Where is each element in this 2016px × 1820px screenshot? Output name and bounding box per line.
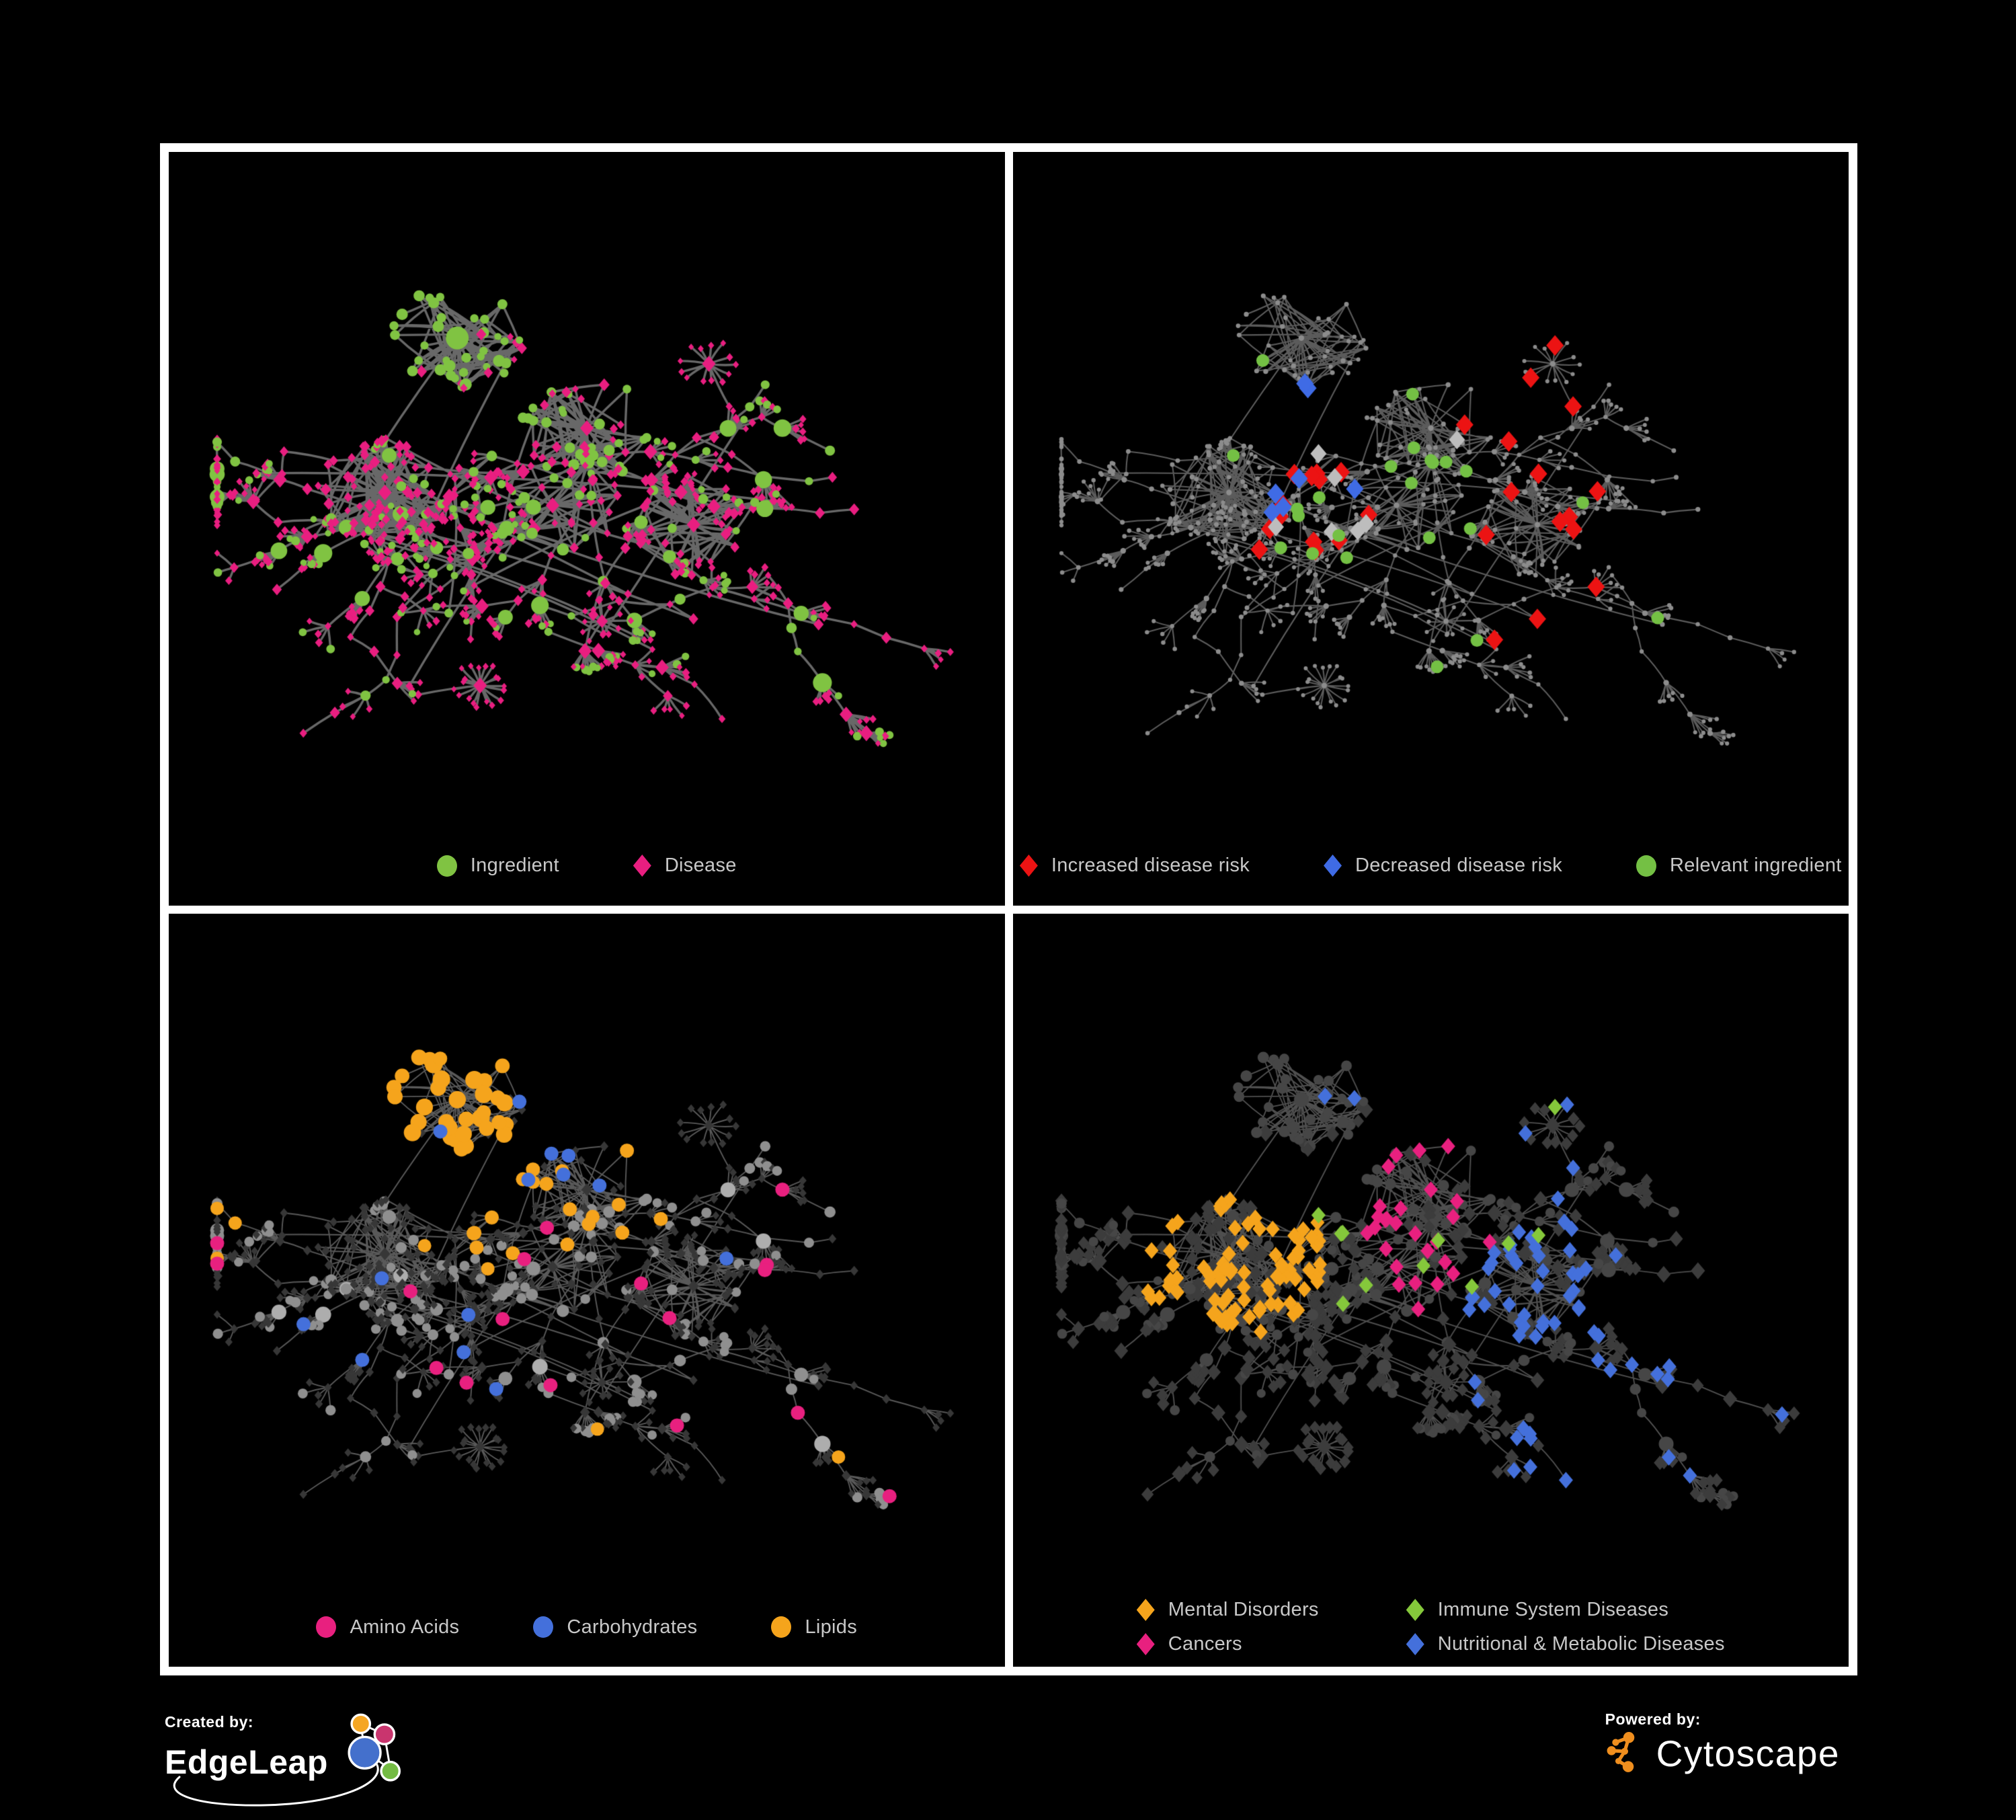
panel-ingredient-disease: Ingredient Disease (169, 152, 1005, 906)
network-ingredient-disease (169, 152, 1005, 826)
powered-by-label: Powered by: (1605, 1710, 1701, 1728)
legend-marker-circle-icon (436, 855, 457, 877)
edgeleap-network-icon (348, 1713, 401, 1782)
created-by-label: Created by: (165, 1713, 254, 1731)
legend-label: Ingredient (470, 855, 559, 876)
legend-label: Carbohydrates (567, 1616, 698, 1638)
legend-marker-diamond-icon (1406, 1599, 1424, 1621)
legend-item-relevant-ingredient: Relevant ingredient (1636, 855, 1842, 877)
legend-label: Decreased disease risk (1355, 855, 1563, 876)
legend-item-nutritional-metabolic-diseases: Nutritional & Metabolic Diseases (1406, 1633, 1725, 1655)
network-disease-classes (1012, 913, 1849, 1587)
legend-marker-diamond-icon (1324, 855, 1342, 877)
legend-marker-circle-icon (533, 1616, 554, 1638)
legend-label: Relevant ingredient (1670, 855, 1842, 876)
panel-nutrient-classes: Amino Acids Carbohydrates Lipids (169, 913, 1005, 1667)
network-nutrient-classes (169, 913, 1005, 1587)
legend-item-increased-disease-risk: Increased disease risk (1019, 855, 1250, 877)
legend-item-carbohydrates: Carbohydrates (533, 1616, 697, 1638)
edgeleap-logo: EdgeLeap (165, 1713, 407, 1807)
legend-marker-diamond-icon (633, 855, 651, 877)
cytoscape-icon (1607, 1732, 1634, 1772)
legend-item-mental-disorders: Mental Disorders (1136, 1599, 1319, 1621)
panel-disease-risk: Increased disease risk Decreased disease … (1012, 152, 1849, 906)
legend-label: Mental Disorders (1168, 1599, 1319, 1620)
edgeleap-wordmark: EdgeLeap (165, 1743, 328, 1781)
legend-label: Amino Acids (350, 1616, 460, 1638)
cytoscape-wordmark: Cytoscape (1656, 1732, 1840, 1774)
legend-marker-circle-icon (1636, 855, 1657, 877)
legend-marker-circle-icon (316, 1616, 337, 1638)
legend-label: Disease (664, 855, 737, 876)
legend-label: Nutritional & Metabolic Diseases (1437, 1633, 1725, 1655)
legend-nutrient-classes: Amino Acids Carbohydrates Lipids (169, 1587, 1005, 1667)
legend-item-amino-acids: Amino Acids (316, 1616, 459, 1638)
legend-marker-diamond-icon (1136, 1633, 1155, 1655)
legend-marker-diamond-icon (1136, 1599, 1155, 1621)
legend-label: Lipids (805, 1616, 858, 1638)
cytoscape-logo: Cytoscape (1605, 1731, 1840, 1776)
panel-grid: Ingredient Disease Increased disease risk… (160, 143, 1857, 1675)
legend-item-disease: Disease (633, 855, 737, 877)
legend-marker-diamond-icon (1406, 1633, 1424, 1655)
legend-disease-risk: Increased disease risk Decreased disease … (1013, 826, 1849, 906)
legend-disease-classes: Mental Disorders Immune System Diseases Ca… (1013, 1587, 1849, 1667)
network-disease-risk (1012, 152, 1849, 826)
legend-marker-diamond-icon (1019, 855, 1038, 877)
legend-label: Increased disease risk (1051, 855, 1250, 876)
legend-label: Immune System Diseases (1437, 1599, 1669, 1620)
legend-item-lipids: Lipids (771, 1616, 857, 1638)
legend-item-cancers: Cancers (1136, 1633, 1319, 1655)
legend-item-ingredient: Ingredient (436, 855, 559, 877)
legend-marker-circle-icon (771, 1616, 792, 1638)
cytoscape-credit: Powered by: Cytoscape (1605, 1710, 1840, 1776)
edgeleap-credit: Created by: EdgeLeap (165, 1713, 407, 1807)
legend-item-decreased-disease-risk: Decreased disease risk (1324, 855, 1562, 877)
legend-item-immune-system-diseases: Immune System Diseases (1406, 1599, 1725, 1621)
legend-label: Cancers (1168, 1633, 1242, 1655)
legend-ingredient-disease: Ingredient Disease (169, 826, 1005, 906)
panel-disease-classes: Mental Disorders Immune System Diseases Ca… (1012, 913, 1849, 1667)
